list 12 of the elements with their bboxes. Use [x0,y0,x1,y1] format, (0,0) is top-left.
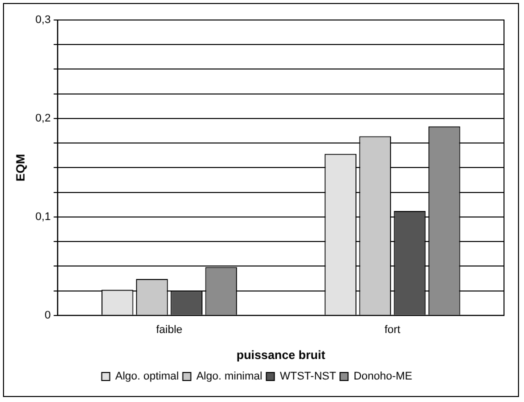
x-axis-title: puissance bruit [236,348,326,362]
y-tick-label: 0 [44,309,51,322]
legend-label: WTST-NST [280,370,336,383]
legend-label: Algo. minimal [196,370,262,383]
legend-label: Algo. optimal [115,370,179,383]
y-axis-title: EQM [14,154,28,182]
y-tick-label: 0,2 [35,112,51,124]
y-tick-label: 0,1 [35,210,51,223]
y-tick-label: 0,3 [35,14,51,26]
x-tick-label: faible [156,324,182,336]
legend-label: Donoho-ME [354,370,412,383]
x-tick-label: fort [384,324,400,336]
